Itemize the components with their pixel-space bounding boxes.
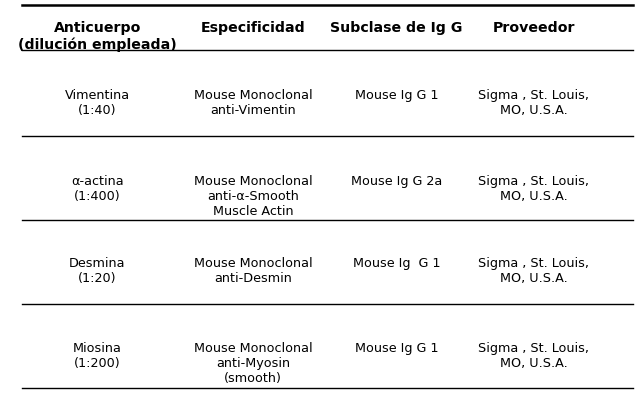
Text: Desmina
(1:20): Desmina (1:20) [69, 258, 126, 285]
Text: Mouse Monoclonal
anti-Desmin: Mouse Monoclonal anti-Desmin [194, 258, 312, 285]
Text: Mouse Ig G 1: Mouse Ig G 1 [354, 89, 438, 102]
Text: Anticuerpo
(dilución empleada): Anticuerpo (dilución empleada) [18, 21, 177, 52]
Text: Sigma , St. Louis,
MO, U.S.A.: Sigma , St. Louis, MO, U.S.A. [478, 89, 589, 118]
Text: Vimentina
(1:40): Vimentina (1:40) [65, 89, 129, 118]
Text: α-actina
(1:400): α-actina (1:400) [71, 175, 124, 203]
Text: Mouse Ig G 2a: Mouse Ig G 2a [351, 175, 442, 188]
Text: Sigma , St. Louis,
MO, U.S.A.: Sigma , St. Louis, MO, U.S.A. [478, 258, 589, 285]
Text: Sigma , St. Louis,
MO, U.S.A.: Sigma , St. Louis, MO, U.S.A. [478, 341, 589, 370]
Text: Proveedor: Proveedor [492, 21, 575, 35]
Text: Especificidad: Especificidad [201, 21, 306, 35]
Text: Mouse Ig G 1: Mouse Ig G 1 [354, 341, 438, 355]
Text: Mouse Ig  G 1: Mouse Ig G 1 [353, 258, 440, 270]
Text: Miosina
(1:200): Miosina (1:200) [73, 341, 122, 370]
Text: Subclase de Ig G: Subclase de Ig G [330, 21, 463, 35]
Text: Mouse Monoclonal
anti-α-Smooth
Muscle Actin: Mouse Monoclonal anti-α-Smooth Muscle Ac… [194, 175, 312, 218]
Text: Mouse Monoclonal
anti-Myosin
(smooth): Mouse Monoclonal anti-Myosin (smooth) [194, 341, 312, 385]
Text: Mouse Monoclonal
anti-Vimentin: Mouse Monoclonal anti-Vimentin [194, 89, 312, 118]
Text: Sigma , St. Louis,
MO, U.S.A.: Sigma , St. Louis, MO, U.S.A. [478, 175, 589, 203]
